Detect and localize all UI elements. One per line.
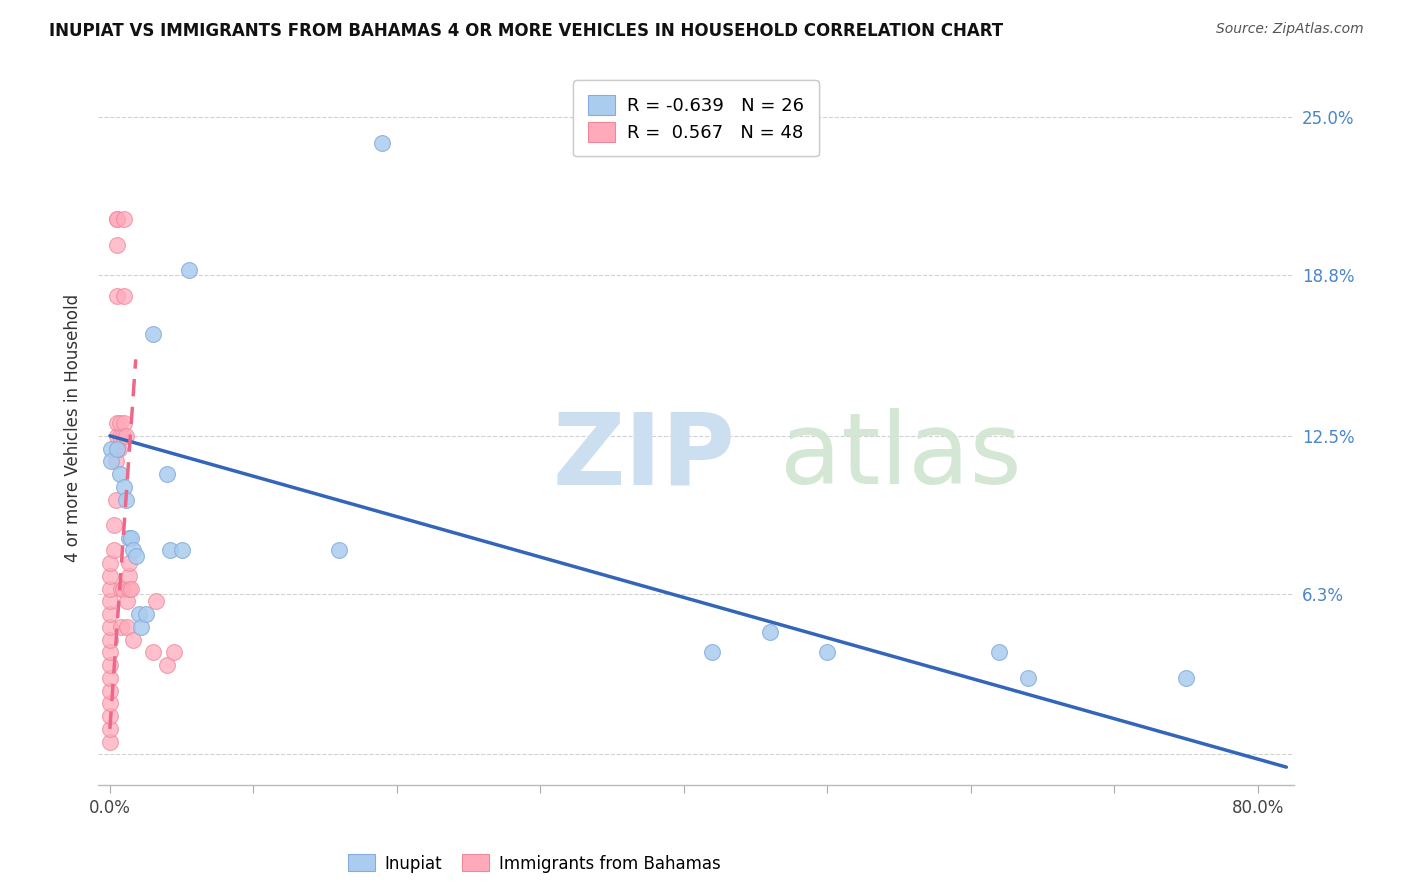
Point	[117, 569, 139, 583]
Text: atlas: atlas	[779, 409, 1021, 505]
Legend: Inupiat, Immigrants from Bahamas: Inupiat, Immigrants from Bahamas	[342, 847, 727, 880]
Point	[98, 722, 121, 736]
Point	[112, 416, 135, 430]
Point	[98, 697, 121, 711]
Point	[105, 416, 128, 430]
Point	[111, 429, 134, 443]
Point	[111, 582, 134, 596]
Point	[371, 136, 394, 150]
Point	[142, 645, 165, 659]
Point	[156, 467, 179, 481]
Text: Source: ZipAtlas.com: Source: ZipAtlas.com	[1216, 22, 1364, 37]
Point	[170, 543, 193, 558]
Point	[112, 212, 135, 227]
Point	[112, 480, 135, 494]
Point	[112, 288, 135, 302]
Point	[121, 632, 143, 647]
Point	[105, 442, 128, 456]
Point	[108, 416, 131, 430]
Point	[156, 658, 179, 673]
Point	[1174, 671, 1197, 685]
Point	[105, 212, 128, 227]
Point	[104, 454, 127, 468]
Point	[114, 492, 136, 507]
Point	[117, 556, 139, 570]
Point	[702, 645, 724, 659]
Point	[98, 734, 121, 748]
Point	[98, 709, 121, 723]
Point	[98, 671, 121, 685]
Point	[115, 594, 138, 608]
Point	[104, 492, 127, 507]
Point	[177, 263, 200, 277]
Point	[815, 645, 838, 659]
Point	[98, 658, 121, 673]
Point	[105, 429, 128, 443]
Point	[98, 582, 121, 596]
Point	[98, 569, 121, 583]
Point	[117, 582, 139, 596]
Point	[98, 645, 121, 659]
Point	[98, 607, 121, 622]
Point	[145, 594, 167, 608]
Point	[110, 582, 132, 596]
Point	[103, 518, 125, 533]
Y-axis label: 4 or more Vehicles in Household: 4 or more Vehicles in Household	[65, 294, 83, 562]
Point	[108, 429, 131, 443]
Point	[1017, 671, 1039, 685]
Legend: R = -0.639   N = 26, R =  0.567   N = 48: R = -0.639 N = 26, R = 0.567 N = 48	[574, 80, 818, 156]
Point	[142, 326, 165, 341]
Point	[98, 556, 121, 570]
Point	[105, 442, 128, 456]
Text: INUPIAT VS IMMIGRANTS FROM BAHAMAS 4 OR MORE VEHICLES IN HOUSEHOLD CORRELATION C: INUPIAT VS IMMIGRANTS FROM BAHAMAS 4 OR …	[49, 22, 1004, 40]
Text: ZIP: ZIP	[553, 409, 735, 505]
Point	[98, 594, 121, 608]
Point	[159, 543, 181, 558]
Point	[114, 429, 136, 443]
Point	[105, 288, 128, 302]
Point	[103, 543, 125, 558]
Point	[110, 620, 132, 634]
Point	[988, 645, 1011, 659]
Point	[135, 607, 157, 622]
Point	[121, 543, 143, 558]
Point	[759, 625, 782, 640]
Point	[107, 442, 129, 456]
Point	[328, 543, 350, 558]
Point	[100, 454, 122, 468]
Point	[98, 620, 121, 634]
Point	[98, 632, 121, 647]
Point	[120, 531, 142, 545]
Point	[120, 582, 142, 596]
Point	[117, 531, 139, 545]
Point	[100, 442, 122, 456]
Point	[131, 620, 153, 634]
Point	[163, 645, 186, 659]
Point	[115, 620, 138, 634]
Point	[125, 549, 148, 563]
Point	[98, 683, 121, 698]
Point	[105, 212, 128, 227]
Point	[108, 467, 131, 481]
Point	[105, 237, 128, 252]
Point	[128, 607, 150, 622]
